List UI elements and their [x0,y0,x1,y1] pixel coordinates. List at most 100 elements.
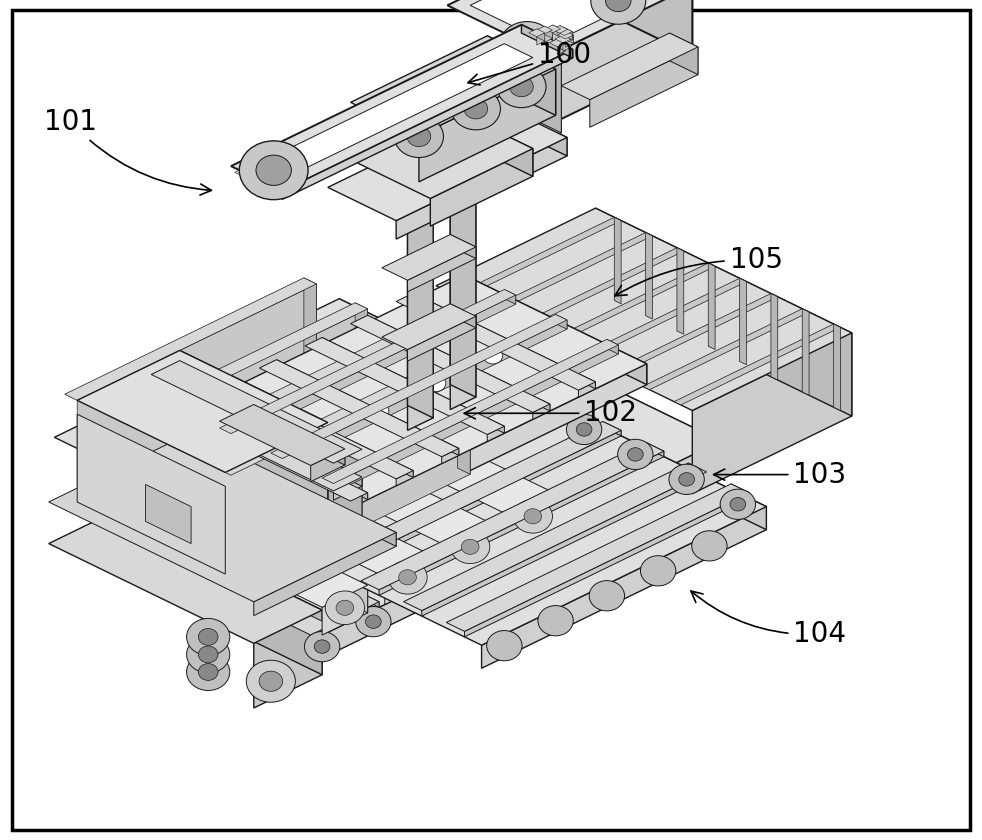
Polygon shape [404,463,706,611]
Circle shape [640,556,676,586]
Polygon shape [294,441,721,672]
Circle shape [187,618,230,655]
Polygon shape [563,35,571,47]
Circle shape [730,497,745,511]
Polygon shape [408,578,427,593]
Polygon shape [448,0,692,55]
Polygon shape [677,248,683,334]
Polygon shape [276,181,285,193]
Polygon shape [117,510,322,675]
Polygon shape [419,93,533,176]
Polygon shape [259,360,459,457]
Polygon shape [208,518,379,607]
Polygon shape [271,314,567,459]
Polygon shape [253,533,396,616]
Polygon shape [385,411,556,522]
Polygon shape [566,31,573,44]
Polygon shape [168,404,367,501]
Polygon shape [151,502,367,607]
Polygon shape [560,29,568,41]
Circle shape [591,0,646,24]
Circle shape [407,581,442,612]
Polygon shape [334,448,524,541]
Polygon shape [448,524,493,574]
Text: 104: 104 [691,591,846,648]
Circle shape [408,127,431,147]
Polygon shape [505,531,524,546]
Polygon shape [558,39,566,51]
Polygon shape [104,318,408,465]
Polygon shape [275,401,578,549]
Polygon shape [322,338,505,433]
Circle shape [612,482,647,512]
Polygon shape [165,347,450,491]
Circle shape [312,430,332,447]
Polygon shape [360,443,664,590]
Polygon shape [256,495,427,584]
Circle shape [187,654,230,690]
Polygon shape [253,164,272,172]
Polygon shape [529,29,545,37]
Polygon shape [708,263,715,349]
Polygon shape [446,484,749,632]
Polygon shape [271,44,533,171]
Circle shape [618,439,653,470]
Polygon shape [269,185,279,197]
Polygon shape [382,304,476,349]
Polygon shape [430,401,621,494]
Polygon shape [196,502,367,613]
Polygon shape [544,30,553,42]
Polygon shape [78,414,225,574]
Circle shape [426,375,446,391]
Circle shape [412,339,448,370]
Polygon shape [450,176,476,397]
Polygon shape [474,360,493,374]
Polygon shape [250,389,536,533]
Text: 100: 100 [468,40,591,85]
Polygon shape [518,248,683,328]
Circle shape [622,491,637,504]
Polygon shape [396,293,595,390]
Polygon shape [129,309,367,541]
Circle shape [525,398,541,412]
Polygon shape [464,276,647,385]
Polygon shape [553,507,573,522]
Polygon shape [231,382,413,477]
Circle shape [519,540,535,554]
Polygon shape [328,104,567,221]
Polygon shape [688,463,706,477]
Circle shape [515,34,540,56]
Polygon shape [78,284,316,516]
Text: 101: 101 [44,108,211,195]
Polygon shape [151,360,362,463]
Polygon shape [481,507,766,669]
Circle shape [571,515,586,528]
Polygon shape [303,278,316,400]
Polygon shape [252,165,262,177]
Circle shape [524,509,542,524]
Polygon shape [408,317,476,361]
Polygon shape [322,585,367,635]
Polygon shape [160,542,331,631]
Polygon shape [151,276,647,517]
Polygon shape [167,328,419,450]
Polygon shape [603,422,621,436]
Polygon shape [218,353,470,475]
Polygon shape [407,328,419,449]
Circle shape [606,0,631,12]
Polygon shape [351,315,550,412]
Circle shape [355,606,391,637]
Circle shape [388,560,427,594]
Circle shape [240,141,308,200]
Polygon shape [549,39,566,47]
Polygon shape [382,234,476,281]
Text: 103: 103 [714,460,846,489]
Circle shape [510,532,545,562]
Circle shape [399,570,416,585]
Circle shape [464,365,499,395]
Circle shape [336,601,354,616]
Polygon shape [510,494,556,543]
Polygon shape [739,278,746,365]
Circle shape [691,531,727,561]
Polygon shape [538,64,562,144]
